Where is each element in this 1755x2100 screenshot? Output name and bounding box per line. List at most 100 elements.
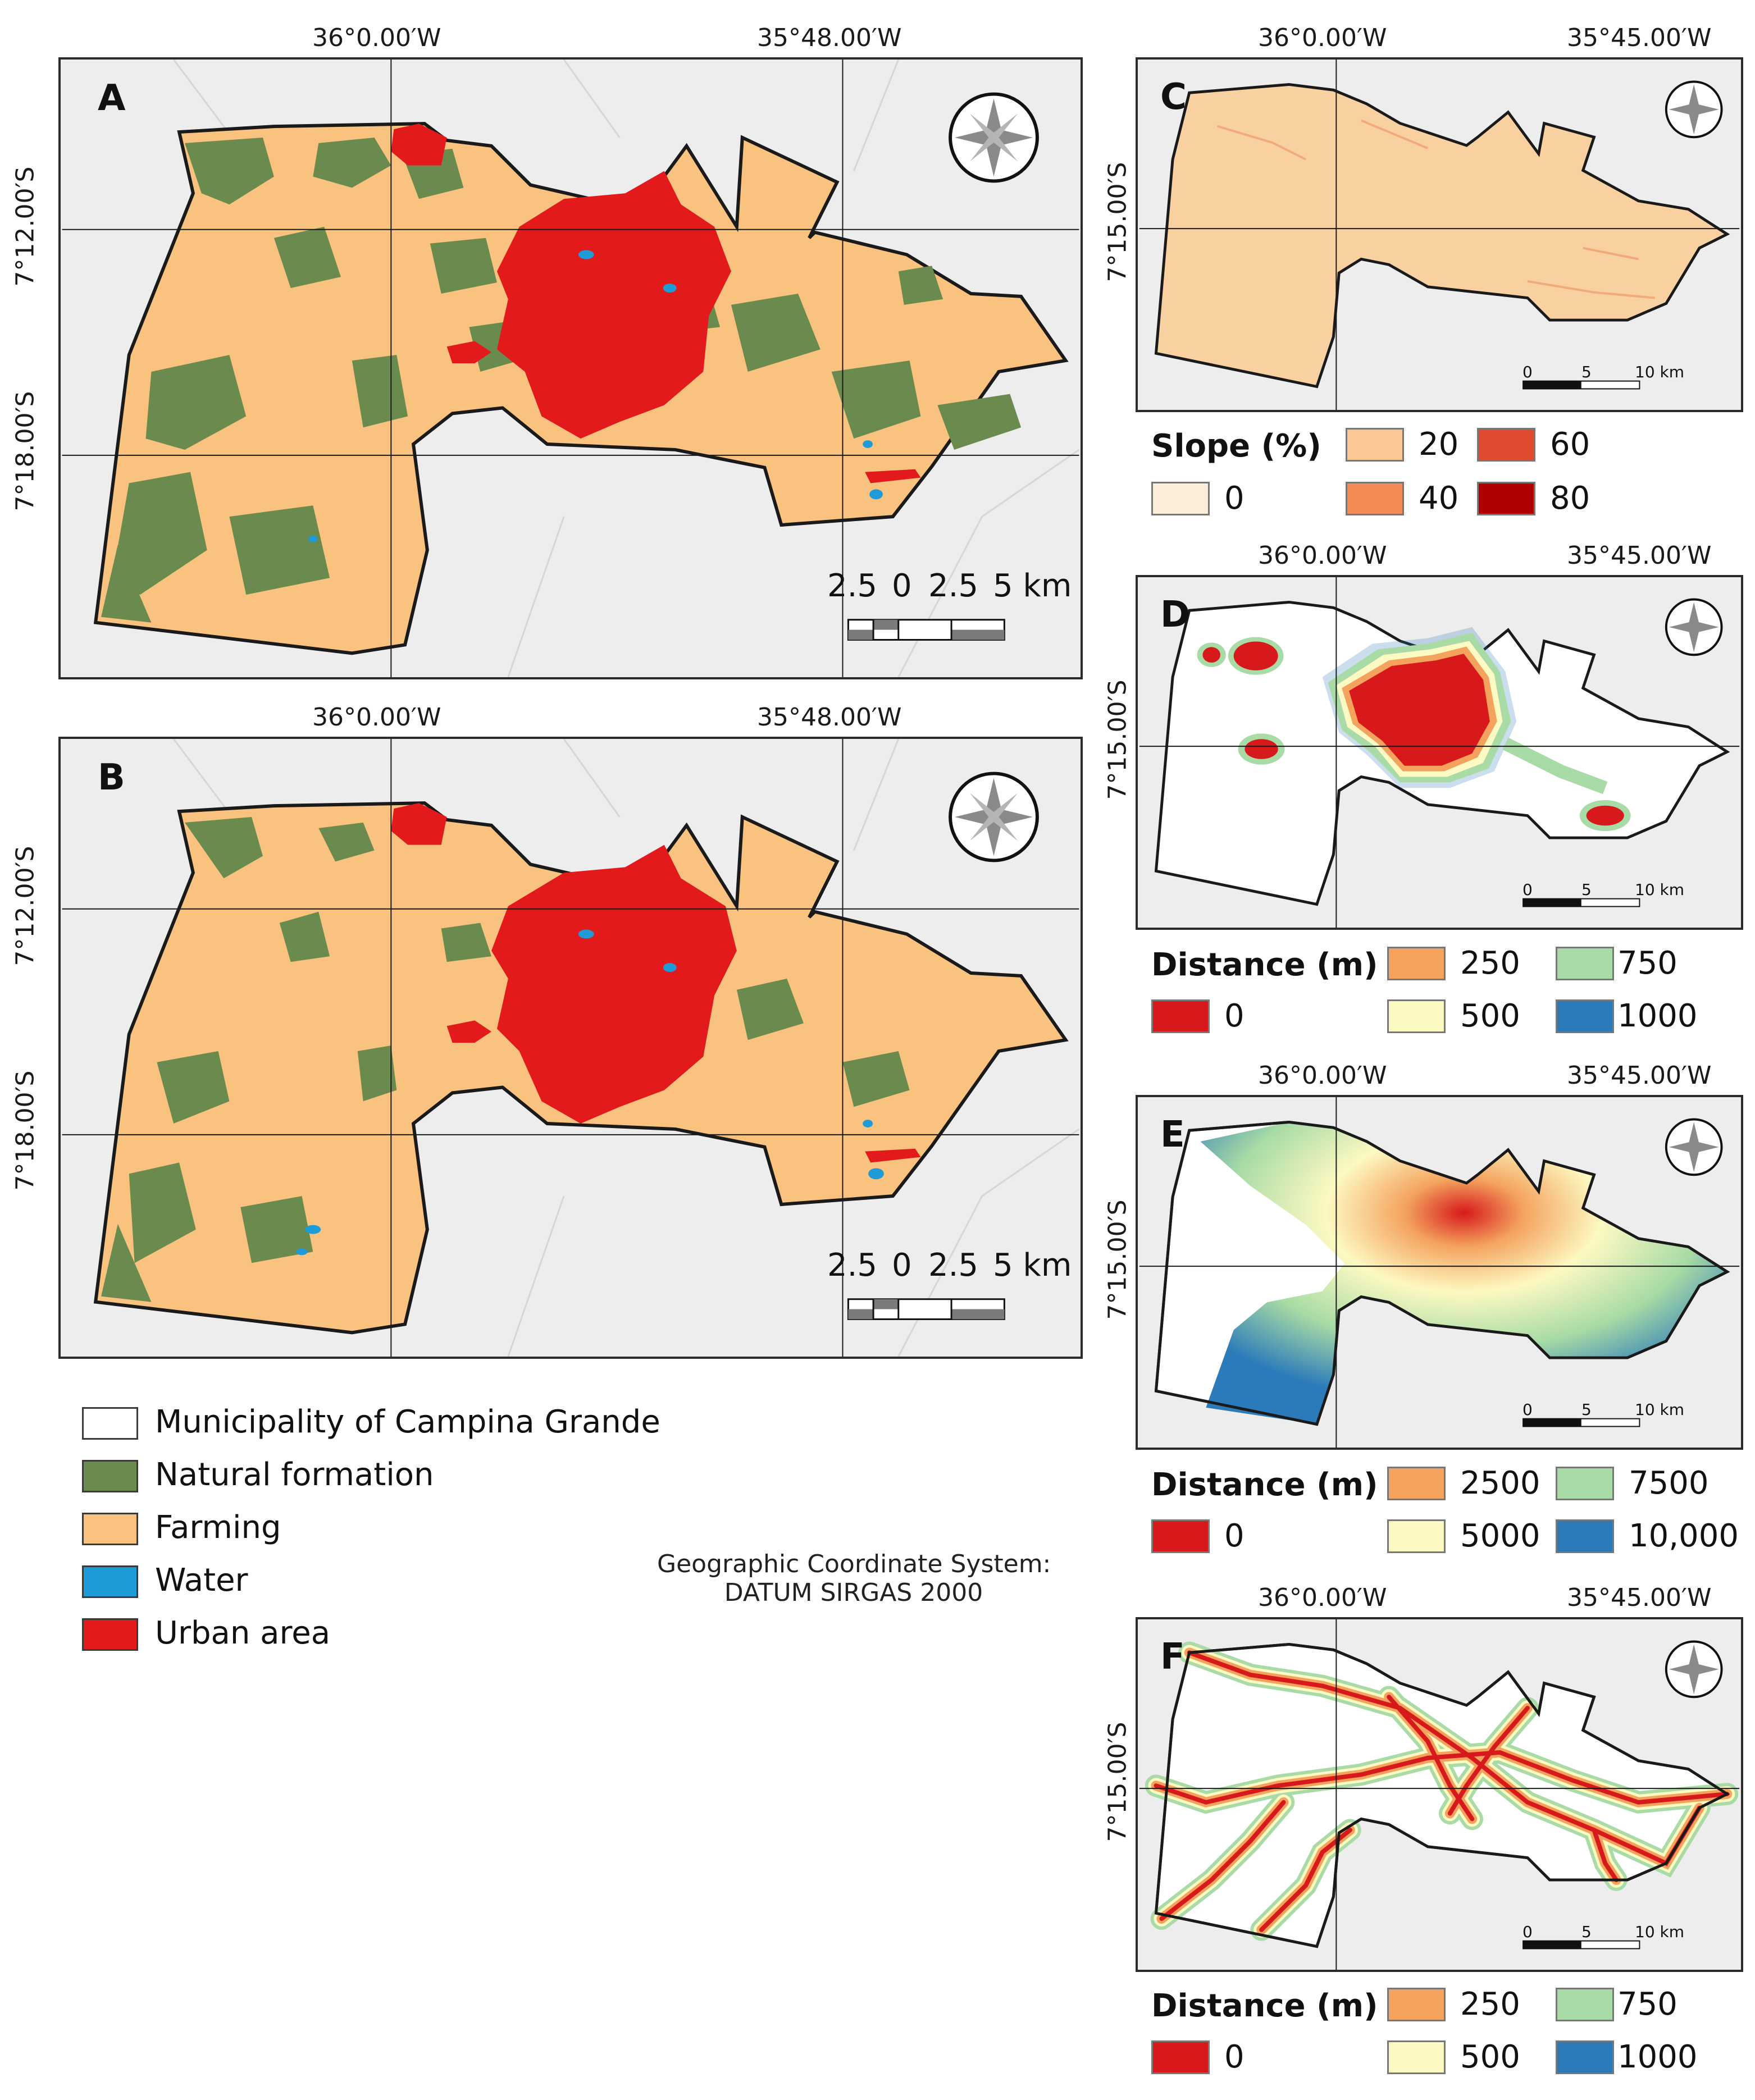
crs-line-2: DATUM SIRGAS 2000 bbox=[724, 1578, 983, 1607]
slope-swatch-0 bbox=[1151, 482, 1210, 515]
slope-swatch-60 bbox=[1477, 428, 1535, 462]
distance-e-label-10000: 10,000 bbox=[1629, 1518, 1739, 1554]
panel-f-scale-label-3: 10 km bbox=[1635, 1923, 1685, 1941]
panel-b-map: B 2.5 0 2.5 5 km bbox=[58, 737, 1083, 1359]
panel-a-natural-formation bbox=[101, 137, 1022, 623]
panel-a-graticule bbox=[62, 60, 1079, 677]
panel-c-map: C 0 5 10 km bbox=[1136, 57, 1743, 412]
panel-a-scale-label-3: 2.5 bbox=[928, 568, 979, 604]
distance-f-label-500: 500 bbox=[1460, 2039, 1520, 2075]
panel-e-letter: E bbox=[1160, 1114, 1185, 1156]
panel-b-lon-label-1: 36°0.00′W bbox=[312, 703, 441, 732]
distance-f-swatch-500 bbox=[1387, 2040, 1446, 2074]
panel-a-urban-area bbox=[391, 124, 921, 483]
distance-f-swatch-0 bbox=[1151, 2040, 1210, 2074]
distance-d-legend-title: Distance (m) bbox=[1151, 947, 1378, 983]
distance-e-swatch-10000 bbox=[1556, 1519, 1614, 1553]
panel-c-lat-label-1: 7°15.00′S bbox=[1103, 162, 1132, 282]
panel-c-scale-label-2: 5 bbox=[1581, 363, 1592, 381]
panel-b-lat-label-2: 7°18.00′S bbox=[11, 1070, 40, 1191]
panel-b-graticule bbox=[62, 739, 1079, 1357]
legend-swatch-urban-area bbox=[82, 1618, 138, 1651]
panel-e-scale-bar bbox=[1522, 1418, 1640, 1427]
slope-label-60: 60 bbox=[1550, 426, 1590, 463]
panel-a-lat-label-1: 7°12.00′S bbox=[11, 166, 40, 287]
crs-line-1: Geographic Coordinate System: bbox=[657, 1550, 1051, 1578]
panel-d-lat-label-1: 7°15.00′S bbox=[1103, 679, 1132, 800]
slope-label-20: 20 bbox=[1419, 426, 1459, 463]
crs-note: Geographic Coordinate System: DATUM SIRG… bbox=[657, 1550, 1051, 1607]
distance-d-label-750: 750 bbox=[1617, 945, 1677, 981]
distance-f-label-250: 250 bbox=[1460, 1986, 1520, 2023]
panel-f-letter: F bbox=[1160, 1636, 1185, 1678]
panel-e-graticule bbox=[1139, 1097, 1740, 1448]
panel-a-letter: A bbox=[98, 77, 126, 119]
panel-f-graticule bbox=[1139, 1619, 1740, 1970]
panel-f-svg bbox=[1139, 1619, 1740, 1970]
distance-f-swatch-750 bbox=[1556, 1988, 1614, 2021]
panel-e-compass-rose-icon bbox=[1665, 1118, 1723, 1176]
panel-b-letter: B bbox=[98, 757, 125, 798]
distance-e-label-2500: 2500 bbox=[1460, 1465, 1540, 1501]
panel-c-scale-label-1: 0 bbox=[1522, 363, 1533, 381]
legend-swatch-farming bbox=[82, 1513, 138, 1545]
slope-swatch-20 bbox=[1346, 428, 1404, 462]
panel-f-lon-label-2: 35°45.00′W bbox=[1567, 1583, 1712, 1612]
panel-e-lon-label-2: 35°45.00′W bbox=[1567, 1061, 1712, 1090]
panel-e-lon-label-1: 36°0.00′W bbox=[1258, 1061, 1387, 1090]
panel-a-water bbox=[308, 250, 883, 542]
panel-c-compass-rose-icon bbox=[1665, 80, 1723, 139]
panel-a-scale-label-4: 5 km bbox=[993, 568, 1072, 604]
panel-b-water bbox=[296, 929, 884, 1256]
distance-e-swatch-2500 bbox=[1387, 1467, 1446, 1500]
panel-a-lon-label-1: 36°0.00′W bbox=[312, 24, 441, 52]
distance-d-label-250: 250 bbox=[1460, 945, 1520, 981]
panel-b-compass-rose-icon bbox=[949, 771, 1039, 862]
panel-d-map: D 0 5 10 km bbox=[1136, 575, 1743, 930]
panel-a-lat-label-2: 7°18.00′S bbox=[11, 391, 40, 512]
panel-a-lon-label-2: 35°48.00′W bbox=[757, 24, 902, 52]
panel-e-outline bbox=[1154, 1120, 1730, 1426]
distance-d-swatch-500 bbox=[1387, 999, 1446, 1033]
panel-d-letter: D bbox=[1160, 594, 1191, 636]
panel-a-compass-rose-icon bbox=[949, 92, 1039, 183]
panel-f-scale-bar bbox=[1522, 1940, 1640, 1950]
panel-b-lon-label-2: 35°48.00′W bbox=[757, 703, 902, 732]
legend-swatch-natural-formation bbox=[82, 1460, 138, 1492]
panel-c-scale-bar bbox=[1522, 380, 1640, 390]
panel-b-svg bbox=[62, 739, 1080, 1357]
slope-label-40: 40 bbox=[1419, 480, 1459, 517]
distance-d-label-1000: 1000 bbox=[1617, 998, 1698, 1034]
panel-e-scale-label-1: 0 bbox=[1522, 1400, 1533, 1419]
panel-a-scale-bar bbox=[847, 619, 1005, 641]
panel-c-lon-label-1: 36°0.00′W bbox=[1258, 24, 1387, 52]
panel-e-svg bbox=[1139, 1097, 1740, 1448]
panel-f-scale-label-2: 5 bbox=[1581, 1923, 1592, 1941]
panel-d-compass-rose-icon bbox=[1665, 598, 1723, 656]
distance-f-swatch-1000 bbox=[1556, 2040, 1614, 2074]
panel-e-distance-surface bbox=[1200, 1122, 1727, 1425]
panel-a-map: A 2.5 0 2.5 5 km bbox=[58, 57, 1083, 679]
panel-d-svg bbox=[1139, 577, 1740, 928]
distance-f-swatch-250 bbox=[1387, 1988, 1446, 2021]
panel-f-outline bbox=[1154, 1642, 1730, 1948]
panel-c-municipality bbox=[1154, 83, 1730, 389]
distance-d-swatch-750 bbox=[1556, 947, 1614, 980]
slope-label-0: 0 bbox=[1224, 480, 1245, 517]
panel-d-lon-label-2: 35°45.00′W bbox=[1567, 541, 1712, 570]
panel-b-scale-label-4: 5 km bbox=[993, 1247, 1072, 1284]
slope-legend-title: Slope (%) bbox=[1151, 428, 1321, 464]
panel-c-graticule bbox=[1139, 60, 1740, 410]
legend-label-water: Water bbox=[155, 1562, 248, 1599]
panel-f-map: F 0 5 10 km bbox=[1136, 1617, 1743, 1972]
panel-c-svg bbox=[1139, 60, 1740, 410]
panel-d-distance-buffers bbox=[1197, 627, 1631, 832]
distance-d-swatch-1000 bbox=[1556, 999, 1614, 1033]
distance-e-label-5000: 5000 bbox=[1460, 1518, 1540, 1554]
legend-swatch-municipality bbox=[82, 1407, 138, 1440]
distance-f-legend-title: Distance (m) bbox=[1151, 1988, 1378, 2024]
legend-label-natural-formation: Natural formation bbox=[155, 1457, 434, 1493]
panel-e-map: E 0 5 10 km bbox=[1136, 1095, 1743, 1450]
distance-f-label-0: 0 bbox=[1224, 2039, 1245, 2075]
distance-d-swatch-250 bbox=[1387, 947, 1446, 980]
